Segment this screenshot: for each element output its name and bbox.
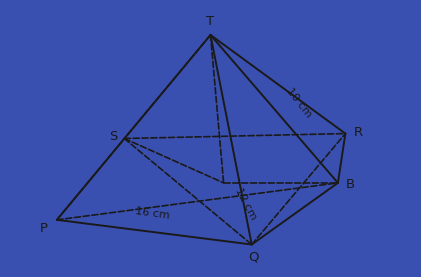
Text: B: B [346, 178, 355, 191]
Text: R: R [354, 126, 363, 139]
Text: S: S [109, 130, 117, 143]
Text: 10 cm: 10 cm [284, 86, 313, 119]
Text: 16 cm: 16 cm [135, 206, 170, 221]
Text: Q: Q [248, 251, 259, 264]
Text: P: P [40, 222, 48, 235]
Text: T: T [206, 15, 215, 28]
Text: 12 cm: 12 cm [234, 186, 258, 222]
